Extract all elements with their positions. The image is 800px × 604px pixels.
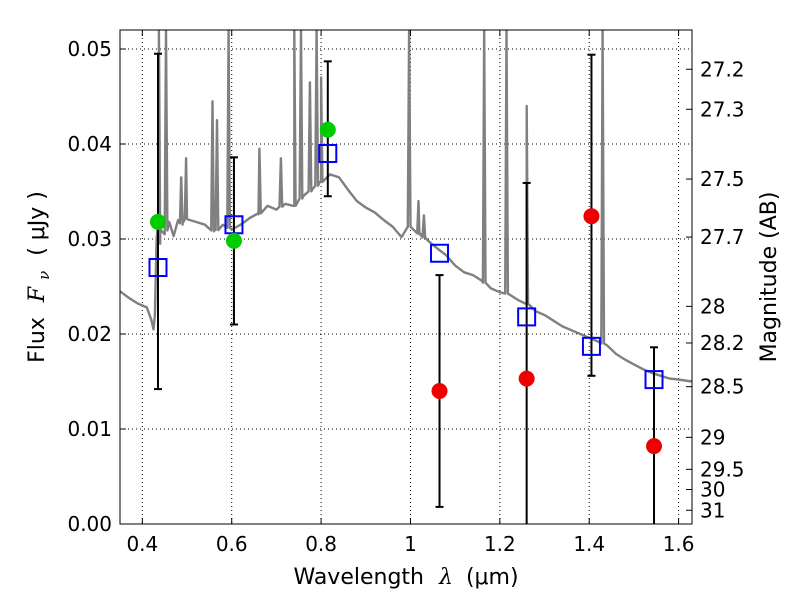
y-axis-label-symbol: F	[25, 286, 50, 303]
y-axis-label-unit: ( μJy )	[25, 191, 50, 256]
nondetection-point	[646, 438, 663, 455]
x-axis-label-symbol: λ	[438, 565, 453, 590]
detection-point	[225, 232, 242, 249]
magnitude-tick-label: 31	[700, 498, 725, 522]
x-tick-label: 0.6	[216, 532, 248, 556]
nondetection-point	[518, 370, 535, 387]
nondetection-point	[431, 383, 448, 399]
detection-point	[149, 213, 166, 230]
x-tick-label: 0.4	[126, 532, 158, 556]
x-axis-label: Wavelength λ (μm)	[293, 565, 518, 590]
x-axis-label-prefix: Wavelength	[293, 565, 424, 590]
plot-area	[120, 30, 692, 524]
x-tick-label: 1	[404, 532, 417, 556]
grid-lines	[120, 30, 692, 525]
y-tick-label: 0.02	[67, 322, 112, 346]
y-axis-label-subscript: ν	[35, 271, 53, 280]
magnitude-tick-label: 27.7	[700, 225, 745, 249]
y-axis-label-prefix: Flux	[25, 317, 50, 363]
magnitude-tick-label: 27.5	[700, 167, 745, 191]
x-axis-label-unit: (μm)	[466, 565, 519, 590]
magnitude-tick-label: 28.5	[700, 375, 745, 399]
x-tick-label: 0.8	[305, 532, 337, 556]
model-point-square	[148, 258, 168, 277]
y-tick-label: 0.05	[67, 37, 112, 61]
axis-ticks: 0.4 0.6 0.8 1 1.2 1.4 1.6 0.00 0.01 0.02 0.03 0.04 0…	[67, 30, 745, 556]
model-point-square	[318, 144, 338, 163]
template-spectrum-line	[120, 30, 692, 383]
y-axis-label: Flux F ν ( μJy )	[25, 191, 55, 363]
plot-frame	[119, 29, 693, 525]
x-tick-label: 1.4	[573, 532, 605, 556]
magnitude-tick-label: 28.2	[700, 331, 745, 355]
model-point-square	[517, 307, 537, 327]
x-tick-label: 1.6	[663, 532, 695, 556]
magnitude-tick-label: 28	[700, 294, 725, 318]
y-tick-label: 0.03	[67, 227, 112, 251]
magnitude-tick-label: 27.2	[700, 57, 745, 81]
magnitude-tick-label: 27.3	[700, 97, 745, 121]
detection-point	[319, 121, 336, 138]
y-tick-label: 0.00	[67, 512, 112, 536]
secondary-y-axis-label: Magnitude (AB)	[757, 192, 782, 363]
magnitude-tick-label: 29	[700, 425, 725, 449]
nondetection-point	[583, 208, 600, 225]
magnitude-tick-label: 29.5	[700, 457, 745, 481]
y-tick-label: 0.04	[67, 132, 112, 156]
x-tick-label: 1.2	[484, 532, 516, 556]
model-point-square	[581, 336, 601, 356]
model-point-square	[430, 243, 450, 263]
magnitude-tick-label: 30	[700, 478, 725, 502]
y-tick-label: 0.01	[67, 417, 112, 441]
model-point-square	[644, 370, 664, 390]
